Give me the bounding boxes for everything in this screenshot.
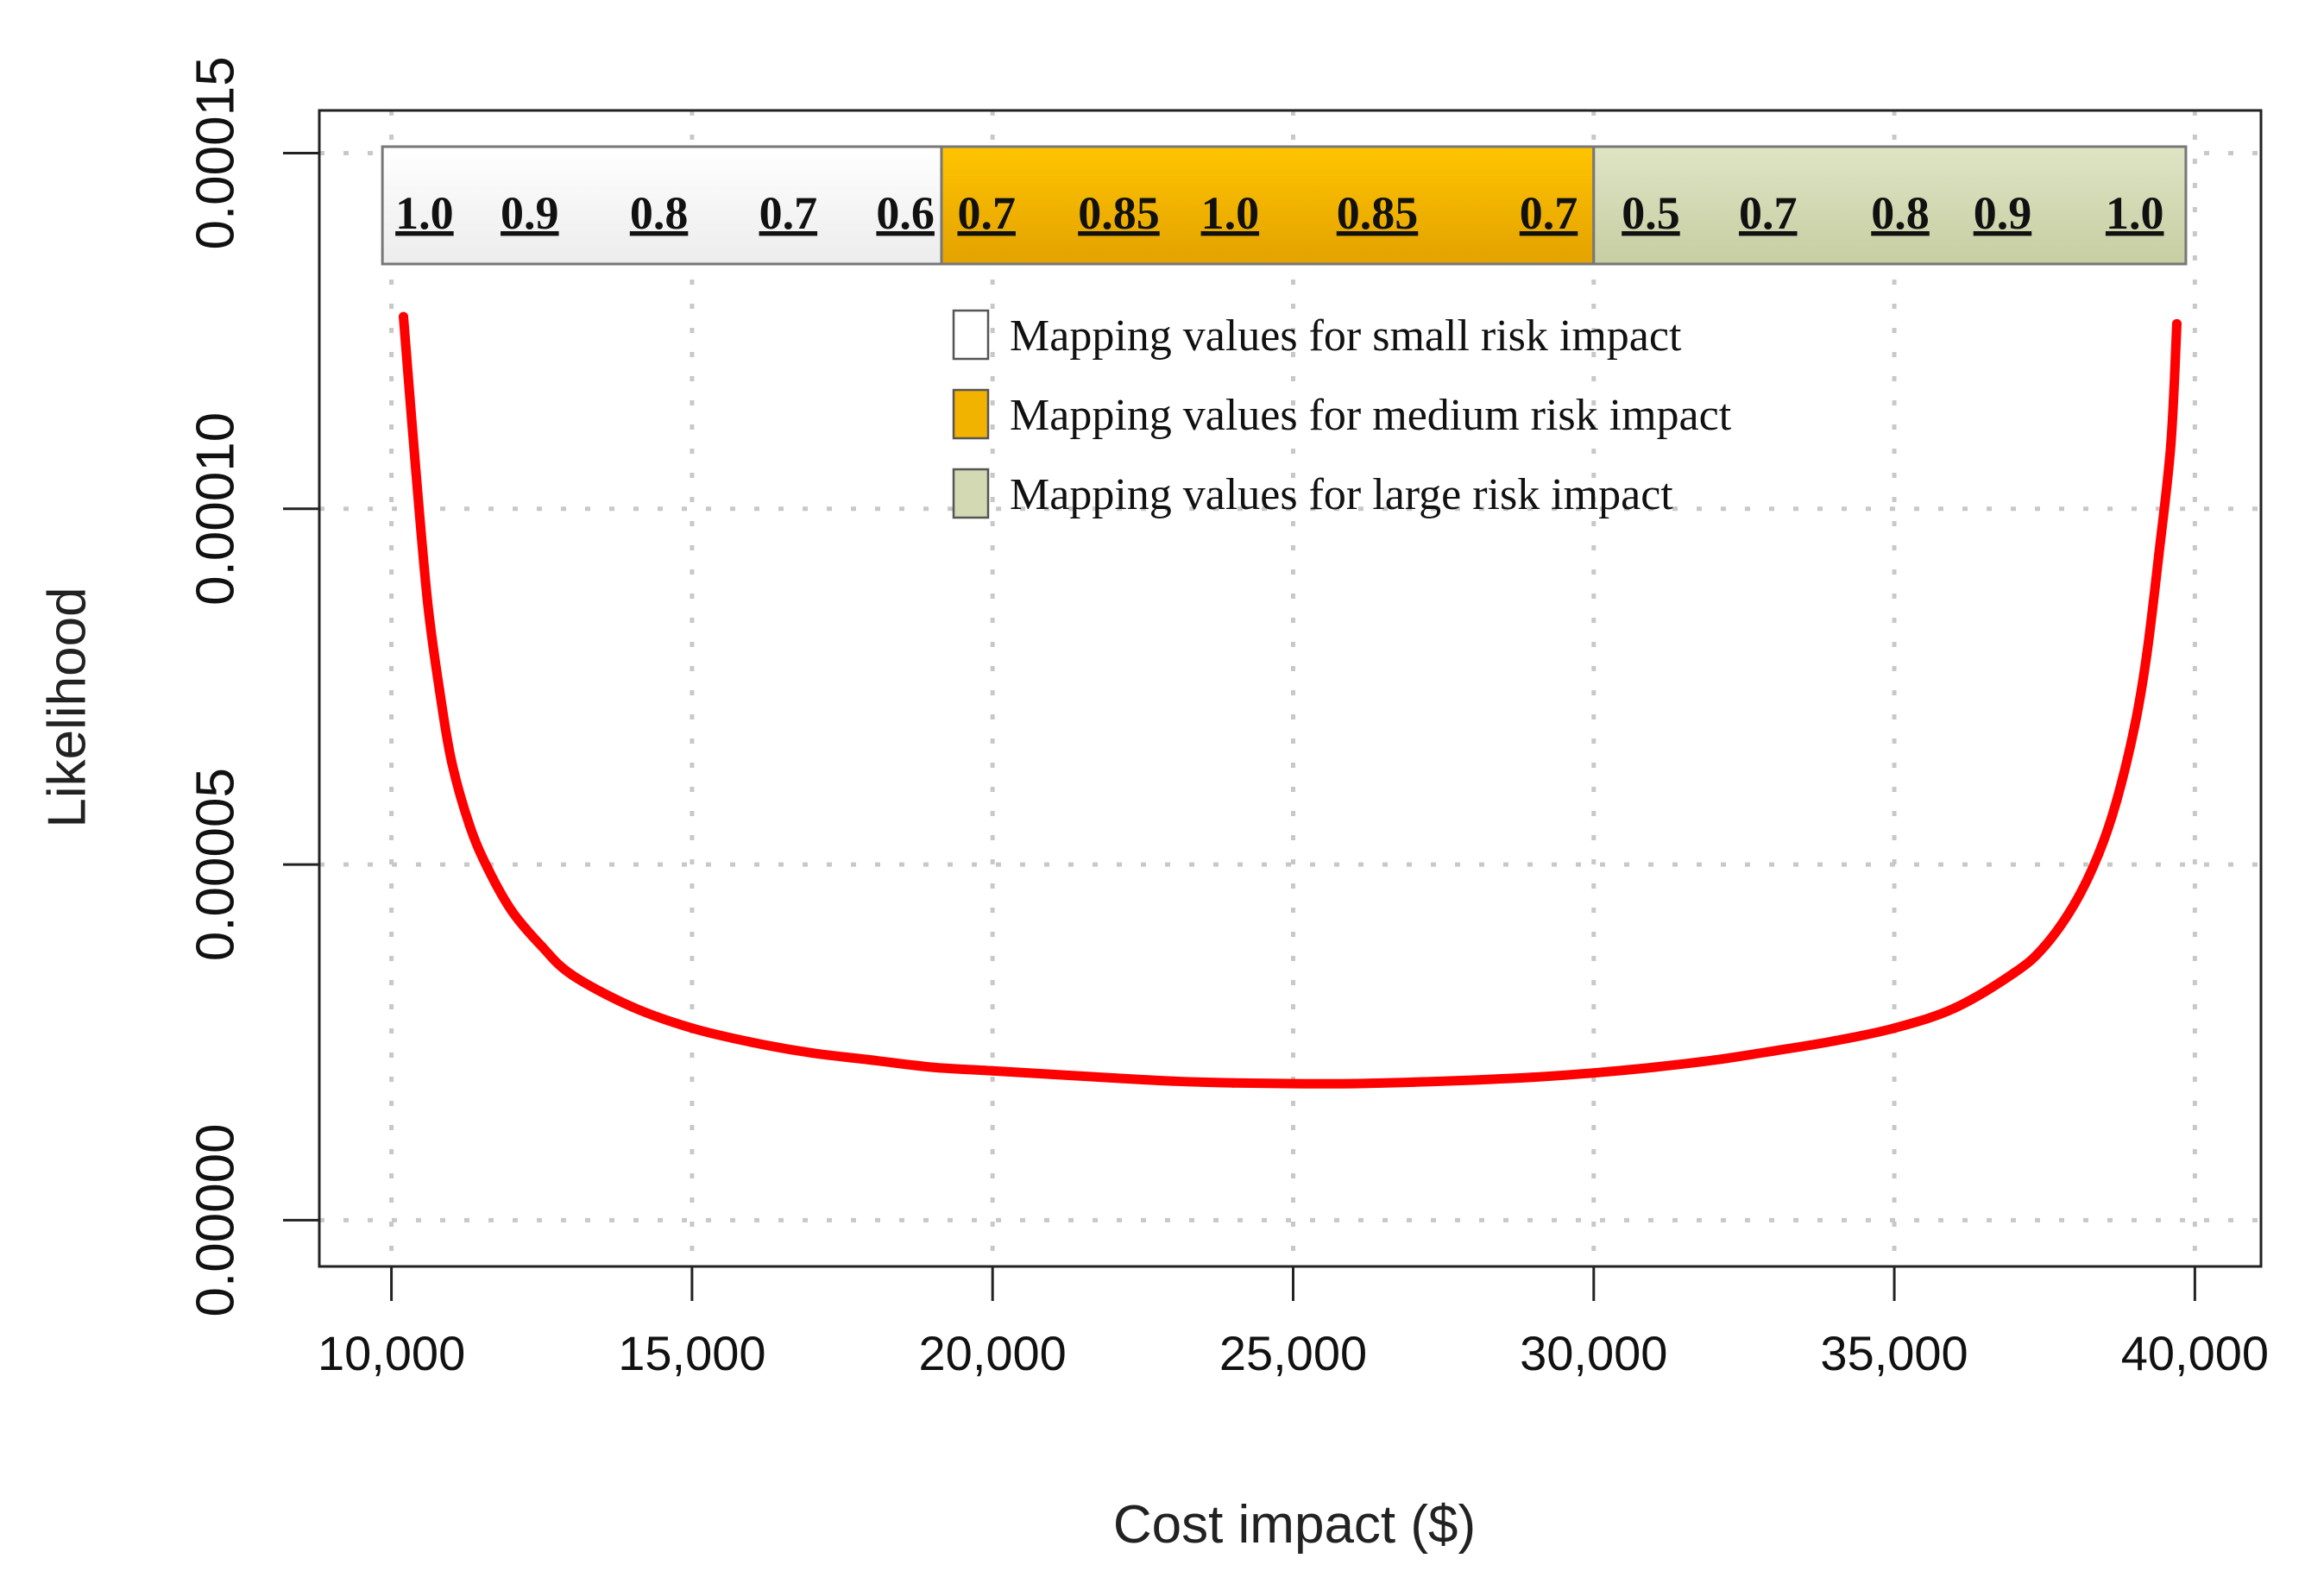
mapping-value-large: 0.8 xyxy=(1871,187,1930,239)
data-point xyxy=(987,1065,998,1076)
data-point xyxy=(446,757,457,767)
x-tick-label: 40,000 xyxy=(2121,1326,2269,1380)
x-axis: 10,000 15,000 20,000 25,000 30,000 35,000 40,0… xyxy=(318,1265,2269,1380)
y-tick-label: 0.00015 xyxy=(186,56,246,249)
data-point xyxy=(807,1048,817,1059)
mapping-value-medium: 0.85 xyxy=(1078,187,1160,239)
mapping-value-small: 0.8 xyxy=(630,187,689,239)
x-tick-label: 15,000 xyxy=(618,1326,765,1380)
data-point xyxy=(1709,1055,1719,1065)
data-point xyxy=(399,311,409,322)
data-point xyxy=(2039,941,2050,952)
y-axis: 0.00000 0.00005 0.00010 0.00015 xyxy=(186,56,319,1316)
mapping-value-bar: 1.0 0.9 0.8 0.7 0.6 0.7 0.85 1.0 0.85 0.7 0.5 0.7 0.… xyxy=(381,145,2188,266)
data-point xyxy=(1829,1036,1839,1046)
legend-swatch xyxy=(952,309,990,361)
data-point xyxy=(1168,1076,1178,1086)
data-point xyxy=(2009,967,2019,977)
x-tick-label: 20,000 xyxy=(919,1326,1067,1380)
data-point xyxy=(2154,550,2164,560)
data-point xyxy=(2171,318,2182,329)
data-point xyxy=(422,596,432,606)
data-point xyxy=(482,863,493,873)
data-point xyxy=(2094,849,2104,859)
mapping-value-medium: 0.7 xyxy=(1520,187,1578,239)
data-point xyxy=(1528,1072,1539,1083)
mapping-value-large: 0.5 xyxy=(1622,187,1680,239)
data-point xyxy=(1589,1068,1599,1078)
data-point xyxy=(747,1037,758,1047)
mapping-value-small: 1.0 xyxy=(395,187,454,239)
y-tick-label: 0.00000 xyxy=(186,1123,246,1316)
data-point xyxy=(2166,440,2176,450)
mapping-value-small: 0.7 xyxy=(759,187,818,239)
mapping-value-large: 0.7 xyxy=(1739,187,1798,239)
mapping-segment-large xyxy=(1592,145,2188,266)
data-point xyxy=(687,1023,697,1034)
data-point xyxy=(537,941,547,952)
legend-swatch xyxy=(952,388,990,440)
legend: Mapping values for small risk impact Mapp… xyxy=(952,309,1732,519)
data-point xyxy=(867,1055,878,1065)
mapping-value-large: 0.9 xyxy=(1974,187,2032,239)
data-point xyxy=(410,461,420,471)
mapping-value-large: 1.0 xyxy=(2106,187,2164,239)
data-point xyxy=(1348,1078,1358,1089)
data-point xyxy=(627,1002,637,1012)
data-point xyxy=(1108,1072,1118,1083)
mapping-value-medium: 1.0 xyxy=(1201,187,1260,239)
data-point xyxy=(1288,1078,1298,1089)
data-point xyxy=(2112,795,2122,806)
x-axis-title: Cost impact ($) xyxy=(1113,1495,1476,1555)
mapping-value-medium: 0.85 xyxy=(1337,187,1419,239)
mapping-segment-medium xyxy=(940,145,1596,266)
data-point xyxy=(507,906,517,916)
y-tick-label: 0.00005 xyxy=(186,768,246,961)
legend-entry-label: Mapping values for small risk impact xyxy=(1010,311,1682,361)
legend-entry-label: Mapping values for large risk impact xyxy=(1010,470,1673,519)
mapping-segment-small xyxy=(381,145,943,266)
plot-frame xyxy=(318,109,2263,1268)
grid-lines xyxy=(319,110,2261,1266)
mapping-value-medium: 0.7 xyxy=(957,187,1016,239)
legend-entry-label: Mapping values for medium risk impact xyxy=(1010,391,1732,440)
y-tick-label: 0.00010 xyxy=(186,412,246,606)
data-point xyxy=(1889,1023,1899,1034)
x-tick-label: 25,000 xyxy=(1219,1326,1367,1380)
data-point xyxy=(2130,720,2140,731)
legend-swatch xyxy=(952,468,990,519)
data-point xyxy=(928,1062,938,1072)
x-tick-label: 10,000 xyxy=(318,1326,465,1380)
mapping-value-small: 0.9 xyxy=(501,187,559,239)
series-layer xyxy=(399,311,2182,1089)
mapping-value-small: 0.6 xyxy=(876,187,935,239)
data-point xyxy=(1228,1078,1238,1088)
data-point xyxy=(2069,898,2080,908)
y-axis-title: Likelihood xyxy=(38,587,98,827)
x-tick-label: 35,000 xyxy=(1820,1326,1968,1380)
data-point xyxy=(464,820,475,831)
data-point xyxy=(1408,1077,1419,1087)
data-point xyxy=(2142,650,2152,660)
data-point xyxy=(1048,1069,1058,1079)
x-tick-label: 30,000 xyxy=(1520,1326,1667,1380)
data-point xyxy=(1949,1003,1960,1014)
data-point xyxy=(567,970,577,980)
data-point xyxy=(434,685,444,695)
data-point xyxy=(1769,1046,1779,1056)
data-point xyxy=(1648,1062,1659,1072)
data-point xyxy=(1468,1075,1478,1085)
